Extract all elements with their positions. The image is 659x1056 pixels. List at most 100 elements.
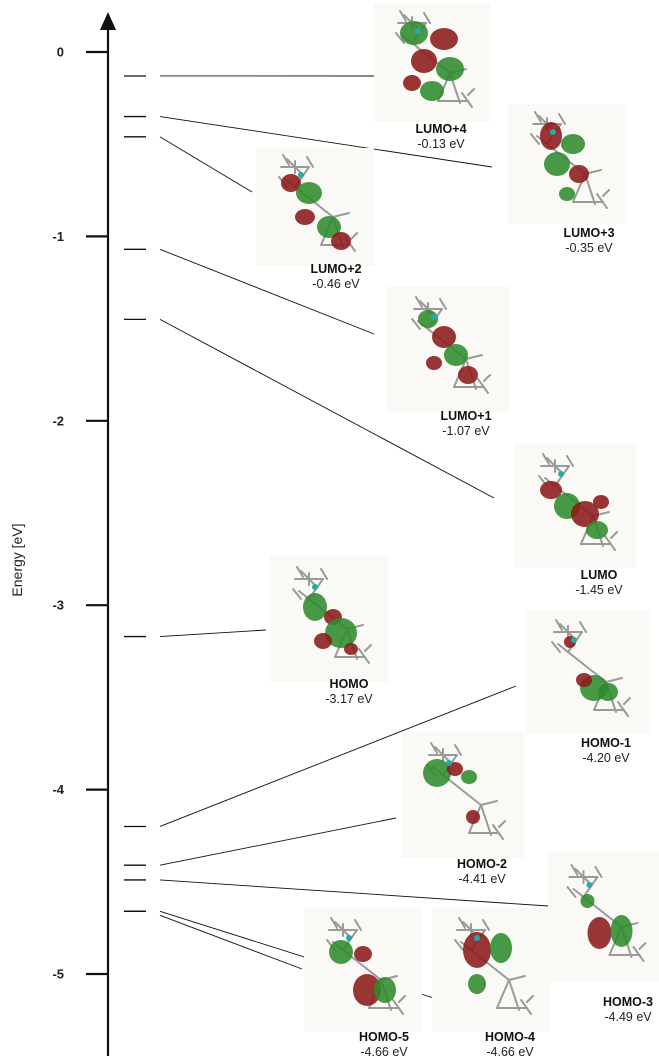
green-lobe-icon (296, 182, 322, 204)
bond-icon (526, 995, 534, 1003)
red-lobe-icon (466, 810, 480, 824)
orbital-isosurface-icon (454, 917, 534, 1015)
red-lobe-icon (426, 356, 442, 370)
green-lobe-icon (420, 81, 444, 101)
orbital-name: LUMO (581, 568, 618, 582)
bond-icon (605, 677, 623, 683)
metal-atom-icon (415, 28, 421, 34)
bond-icon (454, 939, 464, 951)
orbital-energy: -4.66 eV (486, 1045, 534, 1056)
red-lobe-icon (430, 28, 458, 50)
red-lobe-icon (281, 174, 301, 192)
bond-icon (461, 92, 473, 108)
red-lobe-icon (540, 122, 562, 150)
axis-title: Energy [eV] (9, 523, 25, 596)
connector-lumo (159, 318, 495, 499)
red-lobe-icon (571, 501, 599, 527)
orbital-image-frame (526, 610, 650, 734)
orbital-energy: -0.13 eV (417, 137, 465, 151)
orbital-card-homo1: HOMO-1-4.20 eV (526, 610, 650, 765)
metal-atom-icon (558, 471, 564, 477)
bond-icon (458, 917, 466, 929)
red-lobe-icon (432, 326, 456, 348)
connector-homo1 (159, 685, 517, 827)
green-lobe-icon (586, 521, 608, 539)
bond-icon (566, 455, 574, 467)
orbital-energy: -4.20 eV (582, 751, 630, 765)
bond-icon (330, 917, 338, 929)
orbital-card-lumo4: LUMO+4-0.13 eV (374, 4, 490, 151)
green-lobe-icon (580, 894, 595, 908)
green-lobe-icon (490, 933, 512, 963)
bond-icon (610, 531, 618, 539)
bond-icon (320, 568, 328, 580)
green-lobe-icon (374, 977, 396, 1003)
green-lobe-icon (444, 344, 468, 366)
red-lobe-icon (411, 49, 437, 73)
green-lobe-icon (423, 759, 451, 787)
connector-homo (159, 629, 267, 637)
orbital-image-frame (548, 852, 659, 982)
green-lobe-icon (544, 152, 570, 176)
bond-icon (508, 975, 526, 981)
green-lobe-icon (329, 940, 353, 964)
bond-icon (430, 742, 438, 754)
red-lobe-icon (354, 946, 372, 962)
bond-icon (399, 10, 407, 22)
orbital-name: LUMO+1 (440, 409, 491, 423)
red-lobe-icon (314, 633, 332, 649)
red-lobe-icon (569, 165, 589, 183)
tick-label: -1 (52, 229, 64, 244)
metal-atom-icon (571, 637, 577, 643)
bond-icon (296, 566, 304, 578)
orbital-isosurface-icon (395, 10, 475, 108)
orbital-isosurface-icon (326, 917, 406, 1015)
orbital-energy: -1.07 eV (442, 424, 490, 438)
bond-icon (354, 919, 362, 931)
energy-levels (124, 75, 146, 912)
orbital-isosurface-icon (292, 566, 372, 664)
orbital-name: HOMO-3 (603, 995, 653, 1009)
bond-icon (350, 232, 358, 240)
axis-arrow-icon (100, 12, 116, 30)
orbital-isosurface-icon (530, 111, 610, 209)
bond-icon (482, 919, 490, 931)
bond-icon (477, 378, 489, 394)
orbital-name: LUMO+3 (563, 226, 614, 240)
bond-icon (467, 88, 475, 96)
bond-icon (398, 995, 406, 1003)
green-lobe-icon (598, 683, 618, 701)
red-lobe-icon (458, 366, 478, 384)
metal-atom-icon (312, 584, 318, 590)
bond-icon (508, 979, 520, 1011)
green-lobe-icon (317, 216, 341, 238)
bond-icon (520, 999, 532, 1015)
connector-lumo3 (159, 116, 493, 168)
bond-icon (557, 643, 569, 653)
bond-icon (483, 374, 491, 382)
orbital-energy: -3.17 eV (325, 692, 373, 706)
red-lobe-icon (295, 209, 315, 225)
tick-label: 0 (57, 45, 64, 60)
metal-atom-icon (474, 935, 480, 941)
orbital-energy: -0.35 eV (565, 241, 613, 255)
bond-icon (442, 774, 482, 806)
green-lobe-icon (436, 57, 464, 81)
orbital-name: LUMO+2 (310, 262, 361, 276)
green-lobe-icon (325, 618, 357, 648)
bond-icon (496, 979, 510, 1009)
orbital-name: HOMO-2 (457, 857, 507, 871)
energy-axis: Energy [eV] (9, 12, 116, 1056)
orbital-card-homo5: HOMO-5-4.66 eV (304, 908, 422, 1056)
green-lobe-icon (610, 915, 633, 947)
green-lobe-icon (303, 593, 327, 621)
metal-atom-icon (550, 129, 556, 135)
orbital-card-homo: HOMO-3.17 eV (270, 556, 388, 706)
bond-icon (604, 535, 616, 551)
orbital-card-lumo: LUMO-1.45 eV (514, 444, 636, 597)
orbital-card-homo4: HOMO-4-4.66 eV (432, 908, 550, 1056)
bond-icon (423, 12, 431, 24)
red-lobe-icon (593, 495, 609, 509)
orbital-name: HOMO-1 (581, 736, 631, 750)
